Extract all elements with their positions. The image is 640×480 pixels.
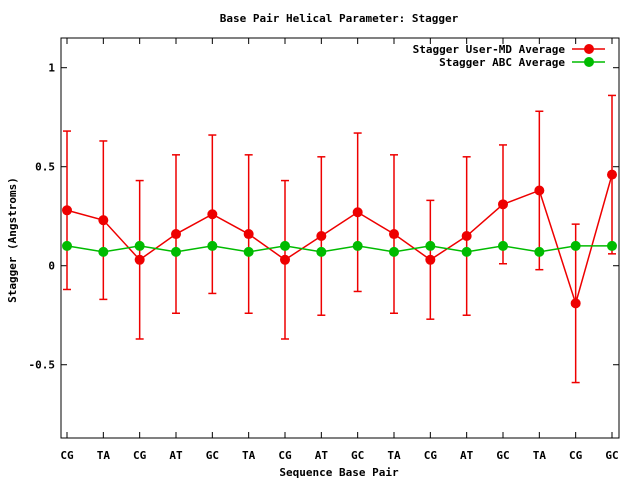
chart-title: Base Pair Helical Parameter: Stagger [220, 12, 459, 25]
data-point [534, 246, 545, 257]
data-point [498, 240, 508, 251]
legend-marker [584, 57, 594, 67]
data-point [62, 205, 72, 216]
legend-marker [584, 44, 594, 54]
y-axis-label: Stagger (Angstroms) [6, 177, 19, 303]
data-point [498, 199, 508, 210]
x-tick-label: CG [569, 449, 583, 462]
y-tick-label: 1 [48, 62, 55, 75]
data-point [607, 240, 617, 251]
series-1 [62, 94, 617, 384]
data-point [280, 254, 290, 265]
data-point [243, 246, 254, 257]
series-line [66, 174, 613, 306]
data-point [425, 254, 436, 265]
x-tick-label: CG [60, 449, 74, 462]
legend-label: Stagger User-MD Average [413, 43, 566, 56]
data-point [352, 240, 363, 251]
data-point [425, 240, 436, 251]
plot-frame [60, 37, 620, 439]
y-tick-label: 0 [48, 260, 55, 273]
data-point [171, 229, 181, 240]
x-tick-label: TA [242, 449, 256, 462]
data-point [171, 246, 181, 257]
x-tick-label: GC [496, 449, 509, 462]
x-tick-label: GC [351, 449, 364, 462]
x-tick-label: GC [605, 449, 618, 462]
data-point [207, 240, 218, 251]
series-layer [62, 94, 617, 384]
x-tick-label: GC [206, 449, 219, 462]
x-tick-label: TA [97, 449, 111, 462]
data-point [461, 231, 472, 242]
x-tick-label: AT [169, 449, 183, 462]
data-point [316, 231, 327, 242]
x-tick-label: CG [278, 449, 292, 462]
data-point [316, 246, 327, 257]
data-point [134, 254, 145, 265]
series-line [66, 245, 612, 253]
y-axis: -0.5 0 0.5 1 [29, 62, 619, 372]
data-point [280, 240, 290, 251]
y-tick-label: -0.5 [29, 359, 56, 372]
data-point [570, 240, 581, 251]
data-point [461, 246, 472, 257]
x-tick-label: TA [533, 449, 547, 462]
data-point [134, 240, 145, 251]
data-point [98, 215, 109, 226]
data-point [352, 207, 363, 218]
data-point [207, 209, 218, 220]
x-axis: CG TA CG AT GC TA CG AT GC TA CG AT GC TA CG GC [60, 38, 619, 462]
x-tick-label: CG [424, 449, 438, 462]
series-2 [62, 240, 617, 257]
data-point [389, 229, 399, 240]
x-axis-label: Sequence Base Pair [279, 466, 399, 479]
data-point [389, 246, 399, 257]
data-point [570, 298, 581, 309]
y-tick-label: 0.5 [35, 161, 55, 174]
x-tick-label: AT [460, 449, 474, 462]
data-point [243, 229, 254, 240]
legend-label: Stagger ABC Average [439, 56, 565, 69]
data-point [607, 169, 617, 180]
data-point [62, 240, 72, 251]
x-tick-label: CG [133, 449, 147, 462]
data-point [534, 185, 545, 196]
x-tick-label: AT [315, 449, 329, 462]
x-tick-label: TA [387, 449, 401, 462]
data-point [98, 246, 109, 257]
